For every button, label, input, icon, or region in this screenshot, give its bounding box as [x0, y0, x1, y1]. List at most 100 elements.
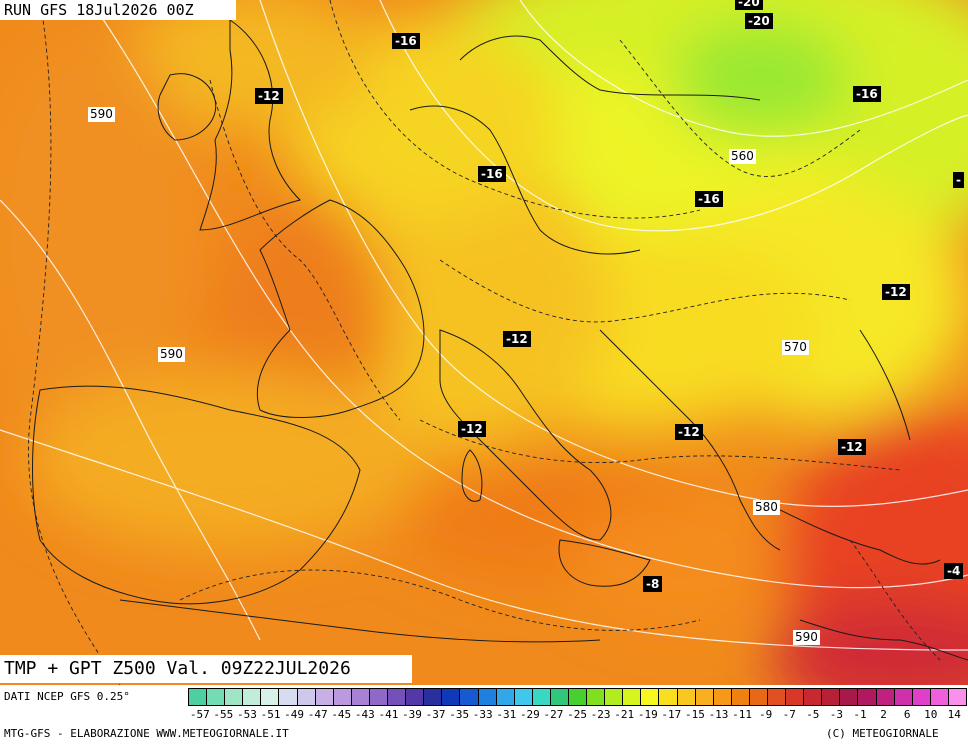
temperature-label: -16	[392, 33, 420, 49]
colorbar-tick-label: -15	[684, 708, 705, 721]
colorbar-swatch	[641, 689, 660, 706]
colorbar-swatch	[659, 689, 678, 706]
colorbar-swatch	[442, 689, 461, 706]
colorbar-tick-label: -21	[614, 708, 635, 721]
geopotential-label: 590	[88, 107, 115, 122]
colorbar-swatch	[930, 689, 949, 706]
temperature-label: -16	[478, 166, 506, 182]
geopotential-label: 590	[793, 630, 820, 645]
producer-text: MTG-GFS - ELABORAZIONE WWW.METEOGIORNALE…	[4, 727, 289, 740]
colorbar-tick-label: 2	[880, 708, 887, 721]
colorbar-swatch	[768, 689, 787, 706]
colorbar-tick-label: -9	[759, 708, 773, 721]
colorbar-tick-label: -53	[237, 708, 257, 721]
colorbar-swatch	[279, 689, 298, 706]
colorbar-tick-label: -35	[449, 708, 470, 721]
colorbar-swatch	[948, 689, 968, 706]
colorbar-swatch	[858, 689, 877, 706]
colorbar-swatch	[677, 689, 696, 706]
colorbar-swatch	[605, 689, 624, 706]
colorbar-swatch	[749, 689, 768, 706]
colorbar-tick-label: -43	[354, 708, 375, 721]
colorbar-tick-label: -39	[402, 708, 422, 721]
temperature-label: -16	[853, 86, 881, 102]
temperature-label: -20	[735, 0, 763, 10]
temperature-label: -12	[458, 421, 486, 437]
colorbar-tick-label: -1	[853, 708, 867, 721]
colorbar-tick-label: -27	[543, 708, 564, 721]
colorbar-tick-label: -19	[637, 708, 658, 721]
colorbar-tick-label: -41	[378, 708, 399, 721]
temperature-label: -20	[745, 13, 773, 29]
colorbar-tick-label: -31	[496, 708, 517, 721]
colorbar-swatch	[822, 689, 841, 706]
geopotential-label: 570	[782, 340, 809, 355]
colorbar-tick-label: -3	[829, 708, 844, 721]
colorbar-tick-label: -55	[213, 708, 234, 721]
colorbar-tick-label: 6	[903, 708, 911, 721]
colorbar-swatch	[623, 689, 642, 706]
colorbar-swatch	[587, 689, 606, 706]
temperature-label: -12	[838, 439, 866, 455]
colorbar-swatch	[225, 689, 244, 706]
colorbar-tick-label: -17	[661, 708, 682, 721]
colorbar-swatch	[876, 689, 895, 706]
copyright-text: (C) METEOGIORNALE	[826, 727, 939, 740]
coastlines	[32, 19, 968, 661]
colorbar-tick-label: -29	[519, 708, 540, 721]
temperature-label: -4	[944, 563, 964, 579]
colorbar-tick-label: -5	[806, 708, 820, 721]
colorbar-tick-label: -57	[189, 708, 210, 721]
temperature-label: -12	[882, 284, 910, 300]
colorbar-swatch	[568, 689, 588, 706]
colorbar-tick-label: -49	[284, 708, 305, 721]
colorbar-swatch	[786, 689, 805, 706]
temperature-label: -16	[695, 191, 723, 207]
colorbar-ticks: -57 -55 -53 -51 -49 -47 -45 -43 -41 -39 -37 -35 -33-…	[188, 708, 966, 722]
colorbar-swatch	[912, 689, 931, 706]
temperature-isotherms	[28, 0, 941, 685]
colorbar-tick-label: -51	[260, 708, 281, 721]
weather-map: RUN GFS 18Jul2026 00Z -20 -20 -16 -12 -1…	[0, 0, 968, 685]
temperature-label: -12	[675, 424, 703, 440]
colorbar-tick-label: -25	[567, 708, 587, 721]
colorbar-swatch	[351, 689, 370, 706]
colorbar-tick-label: -23	[590, 708, 611, 721]
colorbar-swatch	[388, 689, 407, 706]
run-title: RUN GFS 18Jul2026 00Z	[0, 0, 236, 20]
colorbar-swatch	[894, 689, 913, 706]
colorbar-swatch	[550, 689, 569, 706]
colorbar-swatch	[840, 689, 859, 706]
colorbar-swatch	[315, 689, 334, 706]
colorbar-swatch	[496, 689, 515, 706]
colorbar-swatch	[189, 689, 208, 706]
colorbar-swatch	[478, 689, 497, 706]
colorbar-swatch	[731, 689, 750, 706]
colorbar-swatch	[369, 689, 389, 706]
colorbar-tick-label: -11	[732, 708, 753, 721]
colorbar-swatch	[297, 689, 316, 706]
colorbar-swatch	[460, 689, 479, 706]
geopotential-label: 580	[753, 500, 780, 515]
temperature-label: -8	[643, 576, 663, 592]
colorbar-tick-label: 14	[947, 708, 961, 721]
colorbar-tick-label: -13	[708, 708, 729, 721]
colorbar-swatch	[514, 689, 533, 706]
colorbar-swatch	[243, 689, 262, 706]
colorbar-swatch	[261, 689, 280, 706]
colorbar-swatch	[532, 689, 551, 706]
temperature-label: -	[953, 172, 964, 188]
colorbar-swatch	[333, 689, 352, 706]
temperature-label: -12	[255, 88, 283, 104]
temperature-colorbar	[188, 688, 968, 706]
colorbar-tick-label: -7	[782, 708, 796, 721]
colorbar-swatch	[406, 689, 425, 706]
temperature-field	[0, 0, 968, 685]
colorbar-swatch	[713, 689, 732, 706]
geopotential-isolines	[0, 0, 968, 651]
colorbar-tick-label: -45	[331, 708, 352, 721]
geopotential-label: 590	[158, 347, 185, 362]
temperature-label: -12	[503, 331, 531, 347]
colorbar-tick-label: -33	[472, 708, 493, 721]
colorbar-swatch	[207, 689, 226, 706]
